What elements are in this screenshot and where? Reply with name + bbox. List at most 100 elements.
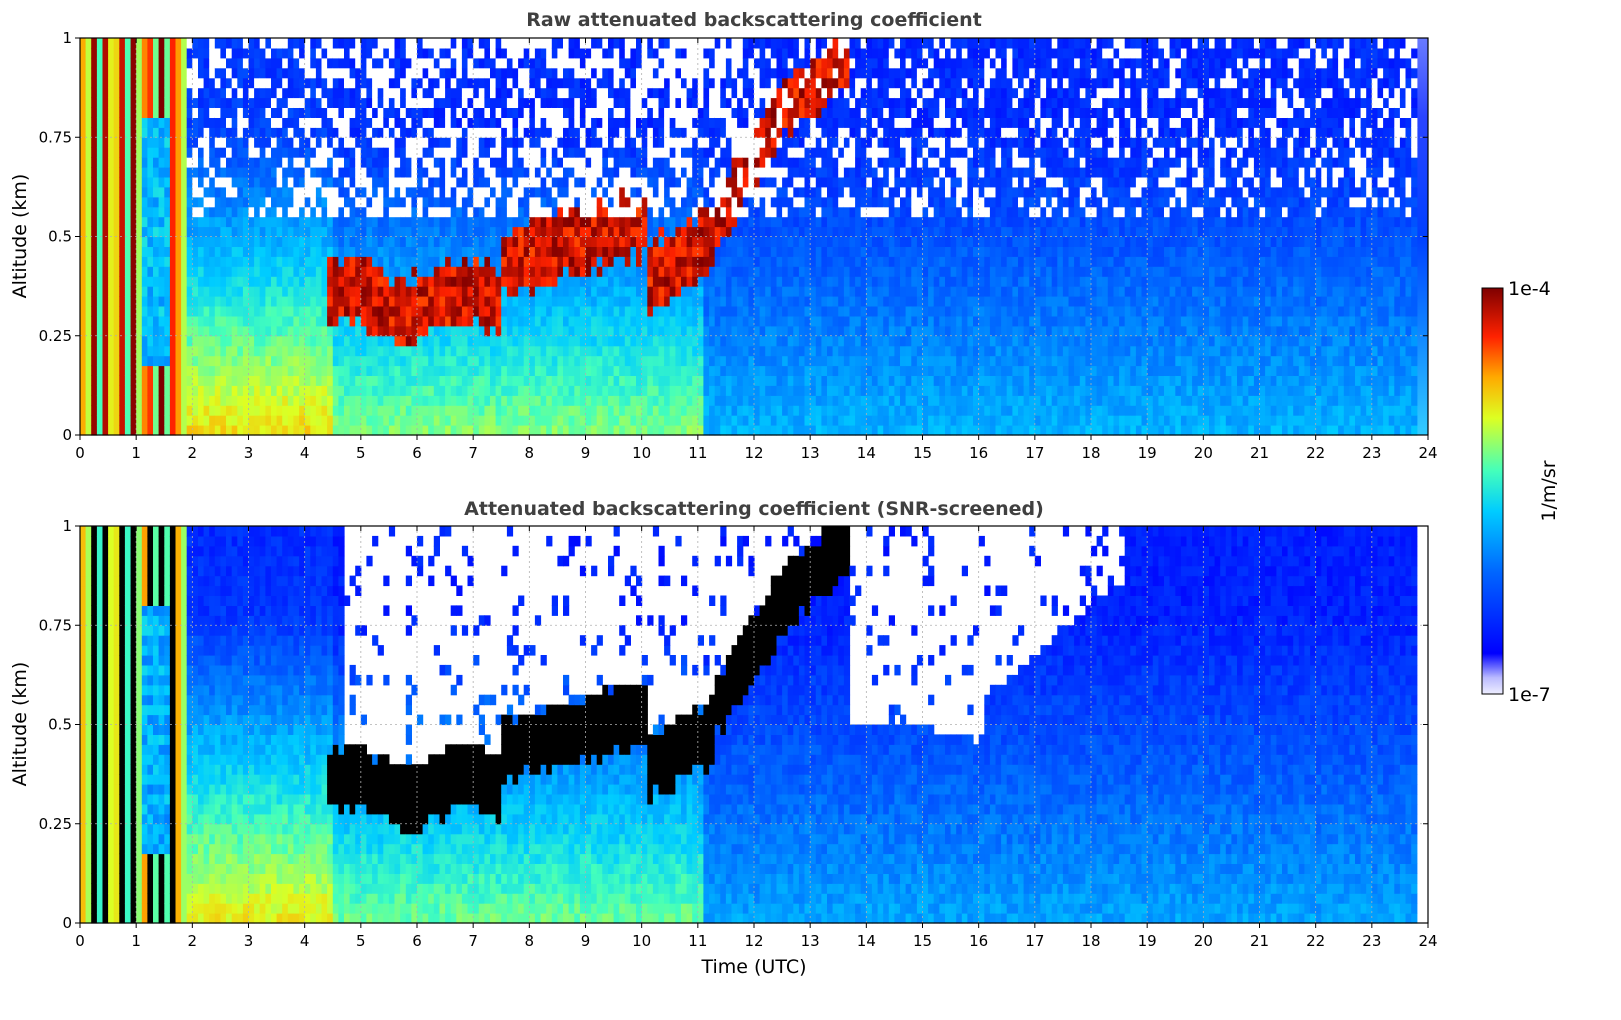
heatmap-cell xyxy=(102,345,109,357)
heatmap-cell xyxy=(181,147,188,158)
heatmap-cell xyxy=(506,405,514,416)
heatmap-cell xyxy=(220,226,227,238)
heatmap-cell xyxy=(315,415,323,426)
heatmap-cell xyxy=(388,157,396,168)
heatmap-cell xyxy=(433,38,440,49)
heatmap-cell xyxy=(237,395,244,406)
heatmap-cell xyxy=(681,137,688,148)
heatmap-cell xyxy=(85,405,92,416)
heatmap-cell xyxy=(518,286,525,297)
heatmap-cell xyxy=(467,395,474,406)
heatmap-cell xyxy=(315,206,323,218)
heatmap-cell xyxy=(534,286,542,297)
heatmap-cell xyxy=(220,186,227,198)
heatmap-cell xyxy=(124,296,132,307)
heatmap-cell xyxy=(344,306,351,317)
heatmap-cell xyxy=(383,206,390,218)
heatmap-cell xyxy=(669,365,676,376)
heatmap-cell xyxy=(748,196,755,208)
heatmap-cell xyxy=(85,236,92,247)
heatmap-cell xyxy=(237,77,244,89)
heatmap-cell xyxy=(242,405,250,416)
heatmap-cell xyxy=(248,425,255,436)
heatmap-cell xyxy=(158,405,165,416)
heatmap-cell xyxy=(186,246,193,257)
heatmap-cell xyxy=(770,395,777,406)
heatmap-cell xyxy=(366,206,373,218)
heatmap-cell xyxy=(164,176,171,188)
heatmap-cell xyxy=(293,57,300,69)
heatmap-cell xyxy=(124,77,132,89)
heatmap-cell xyxy=(310,325,317,337)
heatmap-cell xyxy=(85,77,92,89)
heatmap-cell xyxy=(338,196,345,208)
heatmap-cell xyxy=(299,226,306,238)
heatmap-cell xyxy=(534,206,542,218)
heatmap-cell xyxy=(254,236,261,247)
heatmap-cell xyxy=(147,67,154,79)
heatmap-cell xyxy=(523,186,530,198)
heatmap-cell xyxy=(518,256,525,267)
heatmap-cell xyxy=(349,355,356,367)
heatmap-cell xyxy=(731,226,738,238)
heatmap-cell xyxy=(113,286,120,297)
heatmap-cell xyxy=(456,236,463,247)
heatmap-cell xyxy=(327,67,334,79)
heatmap-cell xyxy=(737,196,744,208)
heatmap-cell xyxy=(327,57,334,69)
heatmap-cell xyxy=(506,415,514,426)
heatmap-cell xyxy=(608,127,615,138)
heatmap-cell xyxy=(574,355,581,367)
heatmap-cell xyxy=(652,335,660,347)
heatmap-cell xyxy=(658,226,665,238)
heatmap-cell xyxy=(192,266,199,277)
heatmap-cell xyxy=(422,256,429,267)
heatmap-cell xyxy=(276,236,283,247)
heatmap-cell xyxy=(619,385,626,396)
heatmap-cell xyxy=(641,405,648,416)
heatmap-cell xyxy=(96,176,104,188)
heatmap-cell xyxy=(276,315,283,327)
raw-panel-title: Raw attenuated backscattering coefficien… xyxy=(526,9,982,31)
heatmap-cell xyxy=(428,415,435,426)
heatmap-cell xyxy=(304,117,311,128)
heatmap-cell xyxy=(720,286,727,297)
heatmap-cell xyxy=(624,77,631,89)
heatmap-cell xyxy=(591,186,598,198)
heatmap-cell xyxy=(80,276,87,287)
heatmap-cell xyxy=(344,256,351,267)
heatmap-cell xyxy=(321,47,328,59)
heatmap-cell xyxy=(237,325,244,337)
heatmap-cell xyxy=(96,186,104,198)
heatmap-cell xyxy=(164,325,171,337)
heatmap-cell xyxy=(641,107,648,118)
heatmap-cell xyxy=(141,107,148,118)
heatmap-cell xyxy=(411,107,418,118)
heatmap-cell xyxy=(456,117,463,128)
heatmap-cell xyxy=(226,38,233,49)
heatmap-cell xyxy=(158,236,165,247)
heatmap-cell xyxy=(299,385,306,396)
heatmap-cell xyxy=(748,117,755,128)
heatmap-cell xyxy=(85,87,92,99)
heatmap-cell xyxy=(372,246,379,257)
heatmap-cell xyxy=(394,176,401,188)
heatmap-cell xyxy=(214,236,221,247)
heatmap-cell xyxy=(647,226,654,238)
heatmap-cell xyxy=(175,127,182,138)
heatmap-cell xyxy=(136,107,143,118)
heatmap-cell xyxy=(113,266,120,277)
heatmap-cell xyxy=(709,176,716,188)
heatmap-cell xyxy=(417,167,424,178)
heatmap-cell xyxy=(394,286,401,297)
heatmap-cell xyxy=(714,127,721,138)
heatmap-cell xyxy=(669,176,676,188)
heatmap-cell xyxy=(124,226,132,238)
heatmap-cell xyxy=(551,117,558,128)
heatmap-cell xyxy=(608,107,615,118)
heatmap-cell xyxy=(450,276,457,287)
heatmap-cell xyxy=(422,325,429,337)
heatmap-cell xyxy=(697,395,704,406)
heatmap-cell xyxy=(80,286,87,297)
